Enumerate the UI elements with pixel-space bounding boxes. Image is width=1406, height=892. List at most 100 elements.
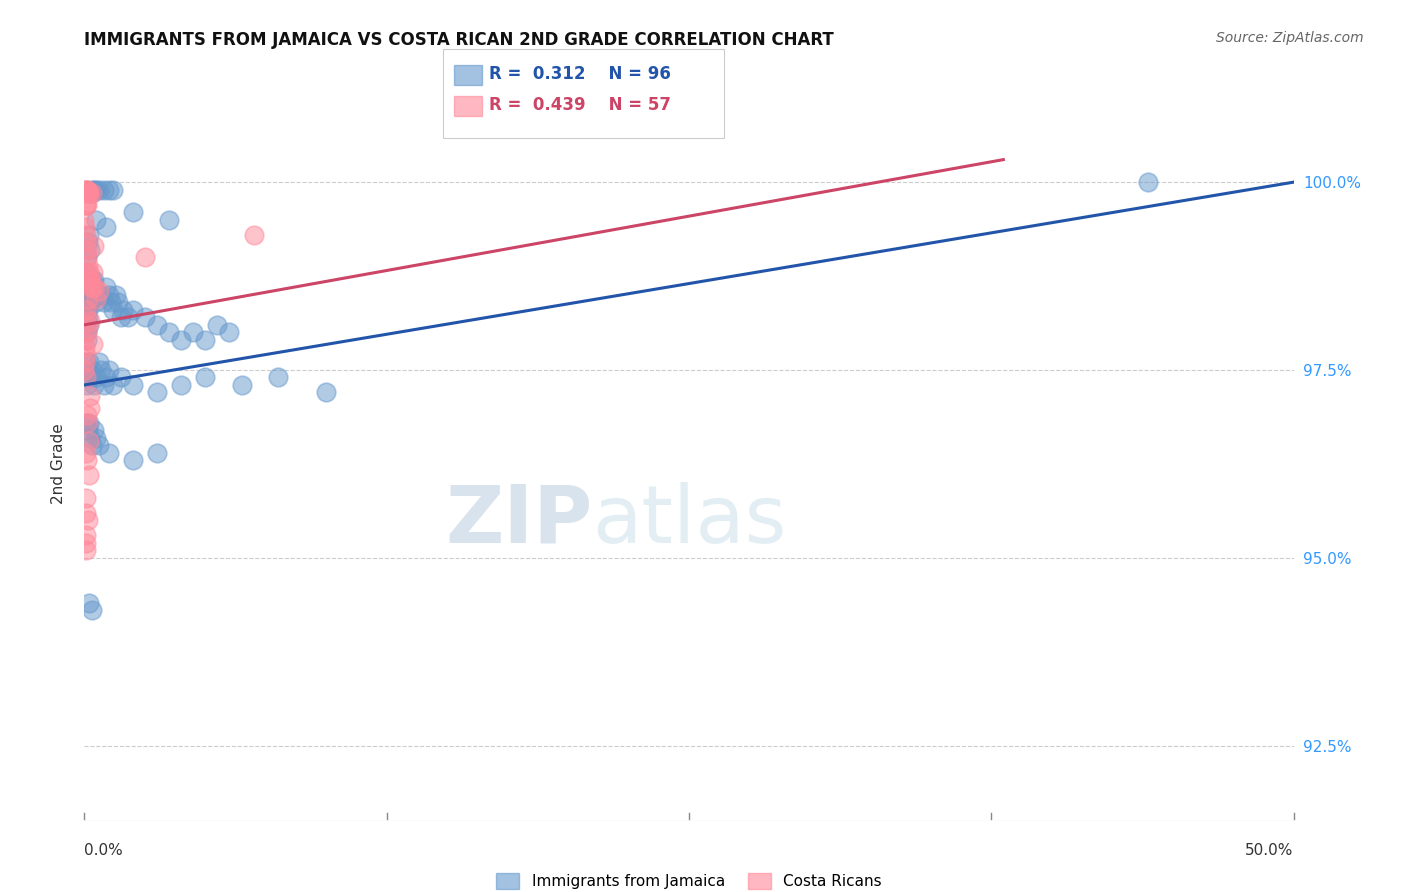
Point <box>76 250 98 264</box>
Point <box>77 227 100 242</box>
Point <box>73 363 96 377</box>
Point <box>93 295 115 310</box>
Text: R =  0.439    N = 57: R = 0.439 N = 57 <box>489 96 671 114</box>
Point <box>80 183 103 197</box>
Point <box>77 468 100 483</box>
Point <box>79 401 101 415</box>
Point <box>75 197 97 211</box>
Point <box>86 183 108 197</box>
Point <box>77 235 100 250</box>
Point <box>77 292 100 306</box>
Point <box>73 340 96 354</box>
Point <box>75 506 97 520</box>
Point <box>77 265 100 279</box>
Point <box>194 370 217 384</box>
Point <box>93 378 115 392</box>
Point <box>77 288 100 302</box>
Point <box>80 280 103 294</box>
Point <box>231 378 253 392</box>
Point <box>77 265 100 279</box>
Point <box>77 258 100 272</box>
Point <box>94 370 117 384</box>
Point <box>77 434 100 449</box>
Point <box>76 197 98 211</box>
Point <box>121 453 143 467</box>
Point <box>100 295 122 310</box>
Point <box>76 416 98 430</box>
Point <box>82 336 104 351</box>
Point <box>207 318 229 332</box>
Point <box>77 186 100 201</box>
Point <box>83 183 105 197</box>
Point <box>77 363 100 377</box>
Point <box>77 280 100 294</box>
Point <box>84 288 107 302</box>
Point <box>75 445 97 459</box>
Point <box>267 370 290 384</box>
Point <box>77 416 100 430</box>
Point <box>90 363 112 377</box>
Point <box>86 212 108 227</box>
Text: 0.0%: 0.0% <box>84 843 124 858</box>
Point <box>82 265 104 279</box>
Text: Source: ZipAtlas.com: Source: ZipAtlas.com <box>1216 31 1364 45</box>
Point <box>79 431 101 445</box>
Point <box>76 408 98 422</box>
Point <box>76 250 98 264</box>
Point <box>94 280 117 294</box>
Point <box>146 385 169 400</box>
Point <box>77 318 100 332</box>
Point <box>121 302 143 317</box>
Point <box>73 333 96 347</box>
Point <box>76 280 98 294</box>
Point <box>75 318 97 332</box>
Point <box>83 280 105 294</box>
Point <box>75 227 97 242</box>
Point <box>75 363 97 377</box>
Point <box>80 280 103 294</box>
Point <box>87 183 110 197</box>
Point <box>110 310 132 325</box>
Point <box>76 243 98 257</box>
Point <box>87 284 110 298</box>
Point <box>73 302 96 317</box>
Point <box>97 183 120 197</box>
Point <box>75 528 97 542</box>
Point <box>97 363 120 377</box>
Point <box>79 288 101 302</box>
Point <box>73 288 96 302</box>
Point <box>75 543 97 558</box>
Point <box>79 243 101 257</box>
Point <box>170 333 193 347</box>
Point <box>97 445 120 459</box>
Point <box>93 183 115 197</box>
Point <box>157 212 180 227</box>
Point <box>146 445 169 459</box>
Point <box>76 326 98 340</box>
Point <box>94 220 117 235</box>
Point <box>170 378 193 392</box>
Point <box>218 326 240 340</box>
Point <box>76 183 98 197</box>
Point <box>103 378 125 392</box>
Point <box>87 438 110 452</box>
Point <box>77 355 100 369</box>
Point <box>315 385 337 400</box>
Point <box>242 227 264 242</box>
Point <box>83 239 105 253</box>
Point <box>75 370 97 384</box>
Point <box>76 183 98 197</box>
Point <box>76 326 98 340</box>
Point <box>77 186 100 201</box>
Point <box>121 378 143 392</box>
Point <box>79 370 101 384</box>
Point <box>80 186 103 201</box>
Point <box>75 273 97 287</box>
Point <box>86 370 108 384</box>
Point <box>79 314 101 328</box>
Point <box>83 378 105 392</box>
Text: 50.0%: 50.0% <box>1246 843 1294 858</box>
Point <box>83 423 105 437</box>
Point <box>77 513 100 527</box>
Text: R =  0.312    N = 96: R = 0.312 N = 96 <box>489 65 671 83</box>
